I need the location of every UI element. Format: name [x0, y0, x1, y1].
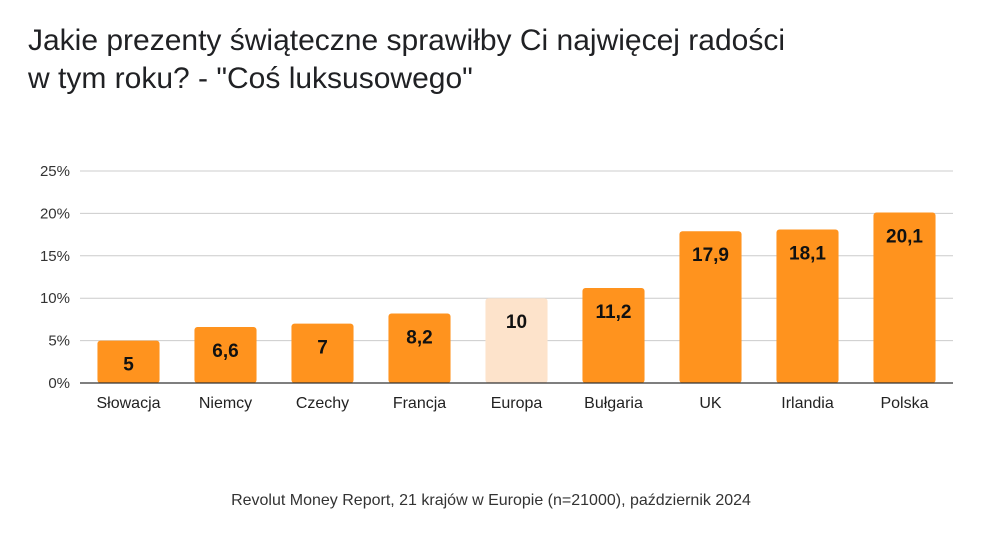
x-tick-label: Francja [393, 395, 446, 412]
y-tick-label: 5% [48, 333, 70, 350]
bar [776, 229, 839, 383]
data-label: 6,6 [212, 341, 238, 362]
data-label: 8,2 [406, 327, 432, 348]
data-label: 20,1 [886, 227, 923, 248]
x-tick-label: UK [699, 395, 722, 412]
y-tick-label: 20% [40, 205, 70, 222]
y-tick-label: 10% [40, 290, 70, 307]
bar [582, 288, 645, 383]
bar [97, 340, 160, 383]
bar [194, 327, 257, 383]
bar [291, 323, 354, 383]
x-tick-label: Polska [880, 395, 928, 412]
bar [485, 298, 548, 383]
data-label: 17,9 [692, 245, 729, 266]
x-tick-label: Irlandia [781, 395, 834, 412]
chart-title-line-1: Jakie prezenty świąteczne sprawiłby Ci n… [28, 24, 785, 57]
bar [679, 231, 742, 383]
y-tick-label: 25% [40, 163, 70, 180]
data-label: 10 [506, 312, 527, 333]
y-tick-label: 15% [40, 248, 70, 265]
chart-title-line-2: w tym roku? - "Coś luksusowego" [28, 62, 473, 95]
x-tick-label: Niemcy [199, 395, 252, 412]
chart-title: Jakie prezenty świąteczne sprawiłby Ci n… [28, 22, 958, 98]
x-tick-label: Słowacja [96, 395, 160, 412]
data-label: 5 [123, 355, 134, 376]
data-label: 11,2 [596, 302, 632, 323]
source-note: Revolut Money Report, 21 krajów w Europi… [231, 492, 751, 509]
x-tick-label: Europa [491, 395, 543, 412]
y-tick-label: 0% [48, 375, 70, 392]
data-label: 7 [317, 338, 328, 359]
bar [873, 212, 936, 383]
bar [388, 313, 451, 383]
x-tick-label: Czechy [296, 395, 349, 412]
x-tick-label: Bułgaria [584, 395, 643, 412]
data-label: 18,1 [789, 244, 826, 265]
